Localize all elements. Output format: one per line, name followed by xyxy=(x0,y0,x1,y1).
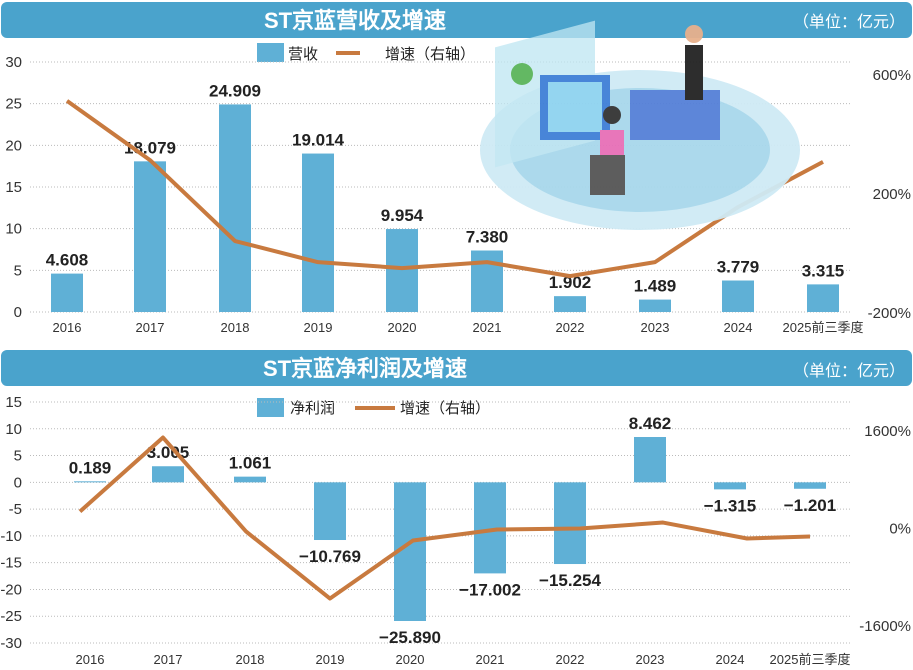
bar xyxy=(554,482,586,565)
x-tick-label: 2020 xyxy=(388,320,417,335)
y-tick-label: -15 xyxy=(0,555,22,572)
y-tick-label: 10 xyxy=(5,421,22,438)
bar xyxy=(314,482,346,541)
legend1-bar-label: 营收 xyxy=(288,46,318,63)
x-tick-label: 2017 xyxy=(154,652,183,667)
legend2-line-label: 增速（右轴） xyxy=(400,400,490,417)
data-label: −1.201 xyxy=(784,496,836,515)
data-label: −15.254 xyxy=(539,571,601,590)
x-tick-label: 2017 xyxy=(136,320,165,335)
y-tick-label: 20 xyxy=(5,137,22,154)
y-tick-label: 0 xyxy=(14,474,22,491)
y2-tick-label: 200% xyxy=(873,186,911,203)
bar xyxy=(722,280,754,312)
data-label: 4.608 xyxy=(46,251,89,270)
y-tick-label: 30 xyxy=(5,54,22,71)
bar xyxy=(639,299,671,312)
data-label: 7.380 xyxy=(466,228,509,247)
bar xyxy=(471,250,503,312)
y2-tick-label: -200% xyxy=(868,305,911,322)
x-tick-label: 2023 xyxy=(641,320,670,335)
bar xyxy=(794,482,826,489)
data-label: −1.315 xyxy=(704,496,756,515)
bar xyxy=(302,153,334,312)
data-label: 1.902 xyxy=(549,273,592,292)
x-tick-label: 2024 xyxy=(716,652,745,667)
x-tick-label: 2024 xyxy=(724,320,753,335)
growth-line xyxy=(65,99,824,279)
data-label: −17.002 xyxy=(459,580,521,599)
bar xyxy=(386,229,418,312)
x-tick-label: 2021 xyxy=(473,320,502,335)
x-tick-label: 2016 xyxy=(53,320,82,335)
data-label: 9.954 xyxy=(381,206,424,225)
y-tick-label: -30 xyxy=(0,635,22,652)
y-tick-label: 5 xyxy=(14,262,22,279)
x-tick-label: 2023 xyxy=(636,652,665,667)
y-tick-label: -20 xyxy=(0,581,22,598)
y-tick-label: 15 xyxy=(5,179,22,196)
x-tick-label: 2025前三季度 xyxy=(770,652,851,667)
legend2-bar-swatch xyxy=(257,398,284,417)
y2-tick-label: 1600% xyxy=(864,423,911,440)
x-tick-label: 2016 xyxy=(76,652,105,667)
y-tick-label: 5 xyxy=(14,448,22,465)
x-tick-label: 2019 xyxy=(304,320,333,335)
bar xyxy=(219,104,251,312)
data-label: 0.189 xyxy=(69,458,112,477)
y-tick-label: 0 xyxy=(14,304,22,321)
y2-tick-label: 0% xyxy=(889,521,911,538)
bar xyxy=(554,296,586,312)
y-tick-label: -25 xyxy=(0,608,22,625)
chart1-title: ST京蓝营收及增速 xyxy=(264,8,446,33)
x-tick-label: 2021 xyxy=(476,652,505,667)
data-label: −10.769 xyxy=(299,547,361,566)
x-tick-label: 2020 xyxy=(396,652,425,667)
data-label: 8.462 xyxy=(629,414,672,433)
y-tick-label: 25 xyxy=(5,96,22,113)
bar xyxy=(152,466,184,483)
y-tick-label: -5 xyxy=(9,501,22,518)
x-tick-label: 2018 xyxy=(221,320,250,335)
y-tick-label: -10 xyxy=(0,528,22,545)
bar xyxy=(134,161,166,312)
chart1-header xyxy=(1,2,912,38)
data-label: 24.909 xyxy=(209,81,261,100)
x-tick-label: 2018 xyxy=(236,652,265,667)
legend1-line-label: 增速（右轴） xyxy=(385,46,475,63)
x-tick-label: 2019 xyxy=(316,652,345,667)
bar xyxy=(74,481,106,483)
data-label: 3.779 xyxy=(717,258,760,277)
chart1-unit: （单位：亿元） xyxy=(793,13,905,31)
bar xyxy=(807,284,839,312)
x-tick-label: 2025前三季度 xyxy=(783,320,864,335)
data-label: 19.014 xyxy=(292,131,345,150)
bar xyxy=(51,273,83,312)
chart2-title: ST京蓝净利润及增速 xyxy=(263,356,467,381)
data-label: 3.315 xyxy=(802,261,845,280)
office-illustration xyxy=(480,20,800,230)
bar xyxy=(234,476,266,483)
x-tick-label: 2022 xyxy=(556,320,585,335)
y-tick-label: 15 xyxy=(5,394,22,411)
data-label: −25.890 xyxy=(379,628,441,647)
chart2-header xyxy=(1,350,912,386)
data-label: 1.489 xyxy=(634,277,677,296)
data-label: 1.061 xyxy=(229,454,272,473)
y2-tick-label: -1600% xyxy=(859,618,911,635)
legend1-bar-swatch xyxy=(257,43,284,62)
bar xyxy=(714,482,746,490)
bar xyxy=(634,437,666,483)
y-tick-label: 10 xyxy=(5,221,22,238)
x-tick-label: 2022 xyxy=(556,652,585,667)
chart2-unit: （单位：亿元） xyxy=(793,362,905,380)
legend2-bar-label: 净利润 xyxy=(290,400,335,417)
y2-tick-label: 600% xyxy=(873,67,911,84)
growth-line xyxy=(78,435,811,601)
